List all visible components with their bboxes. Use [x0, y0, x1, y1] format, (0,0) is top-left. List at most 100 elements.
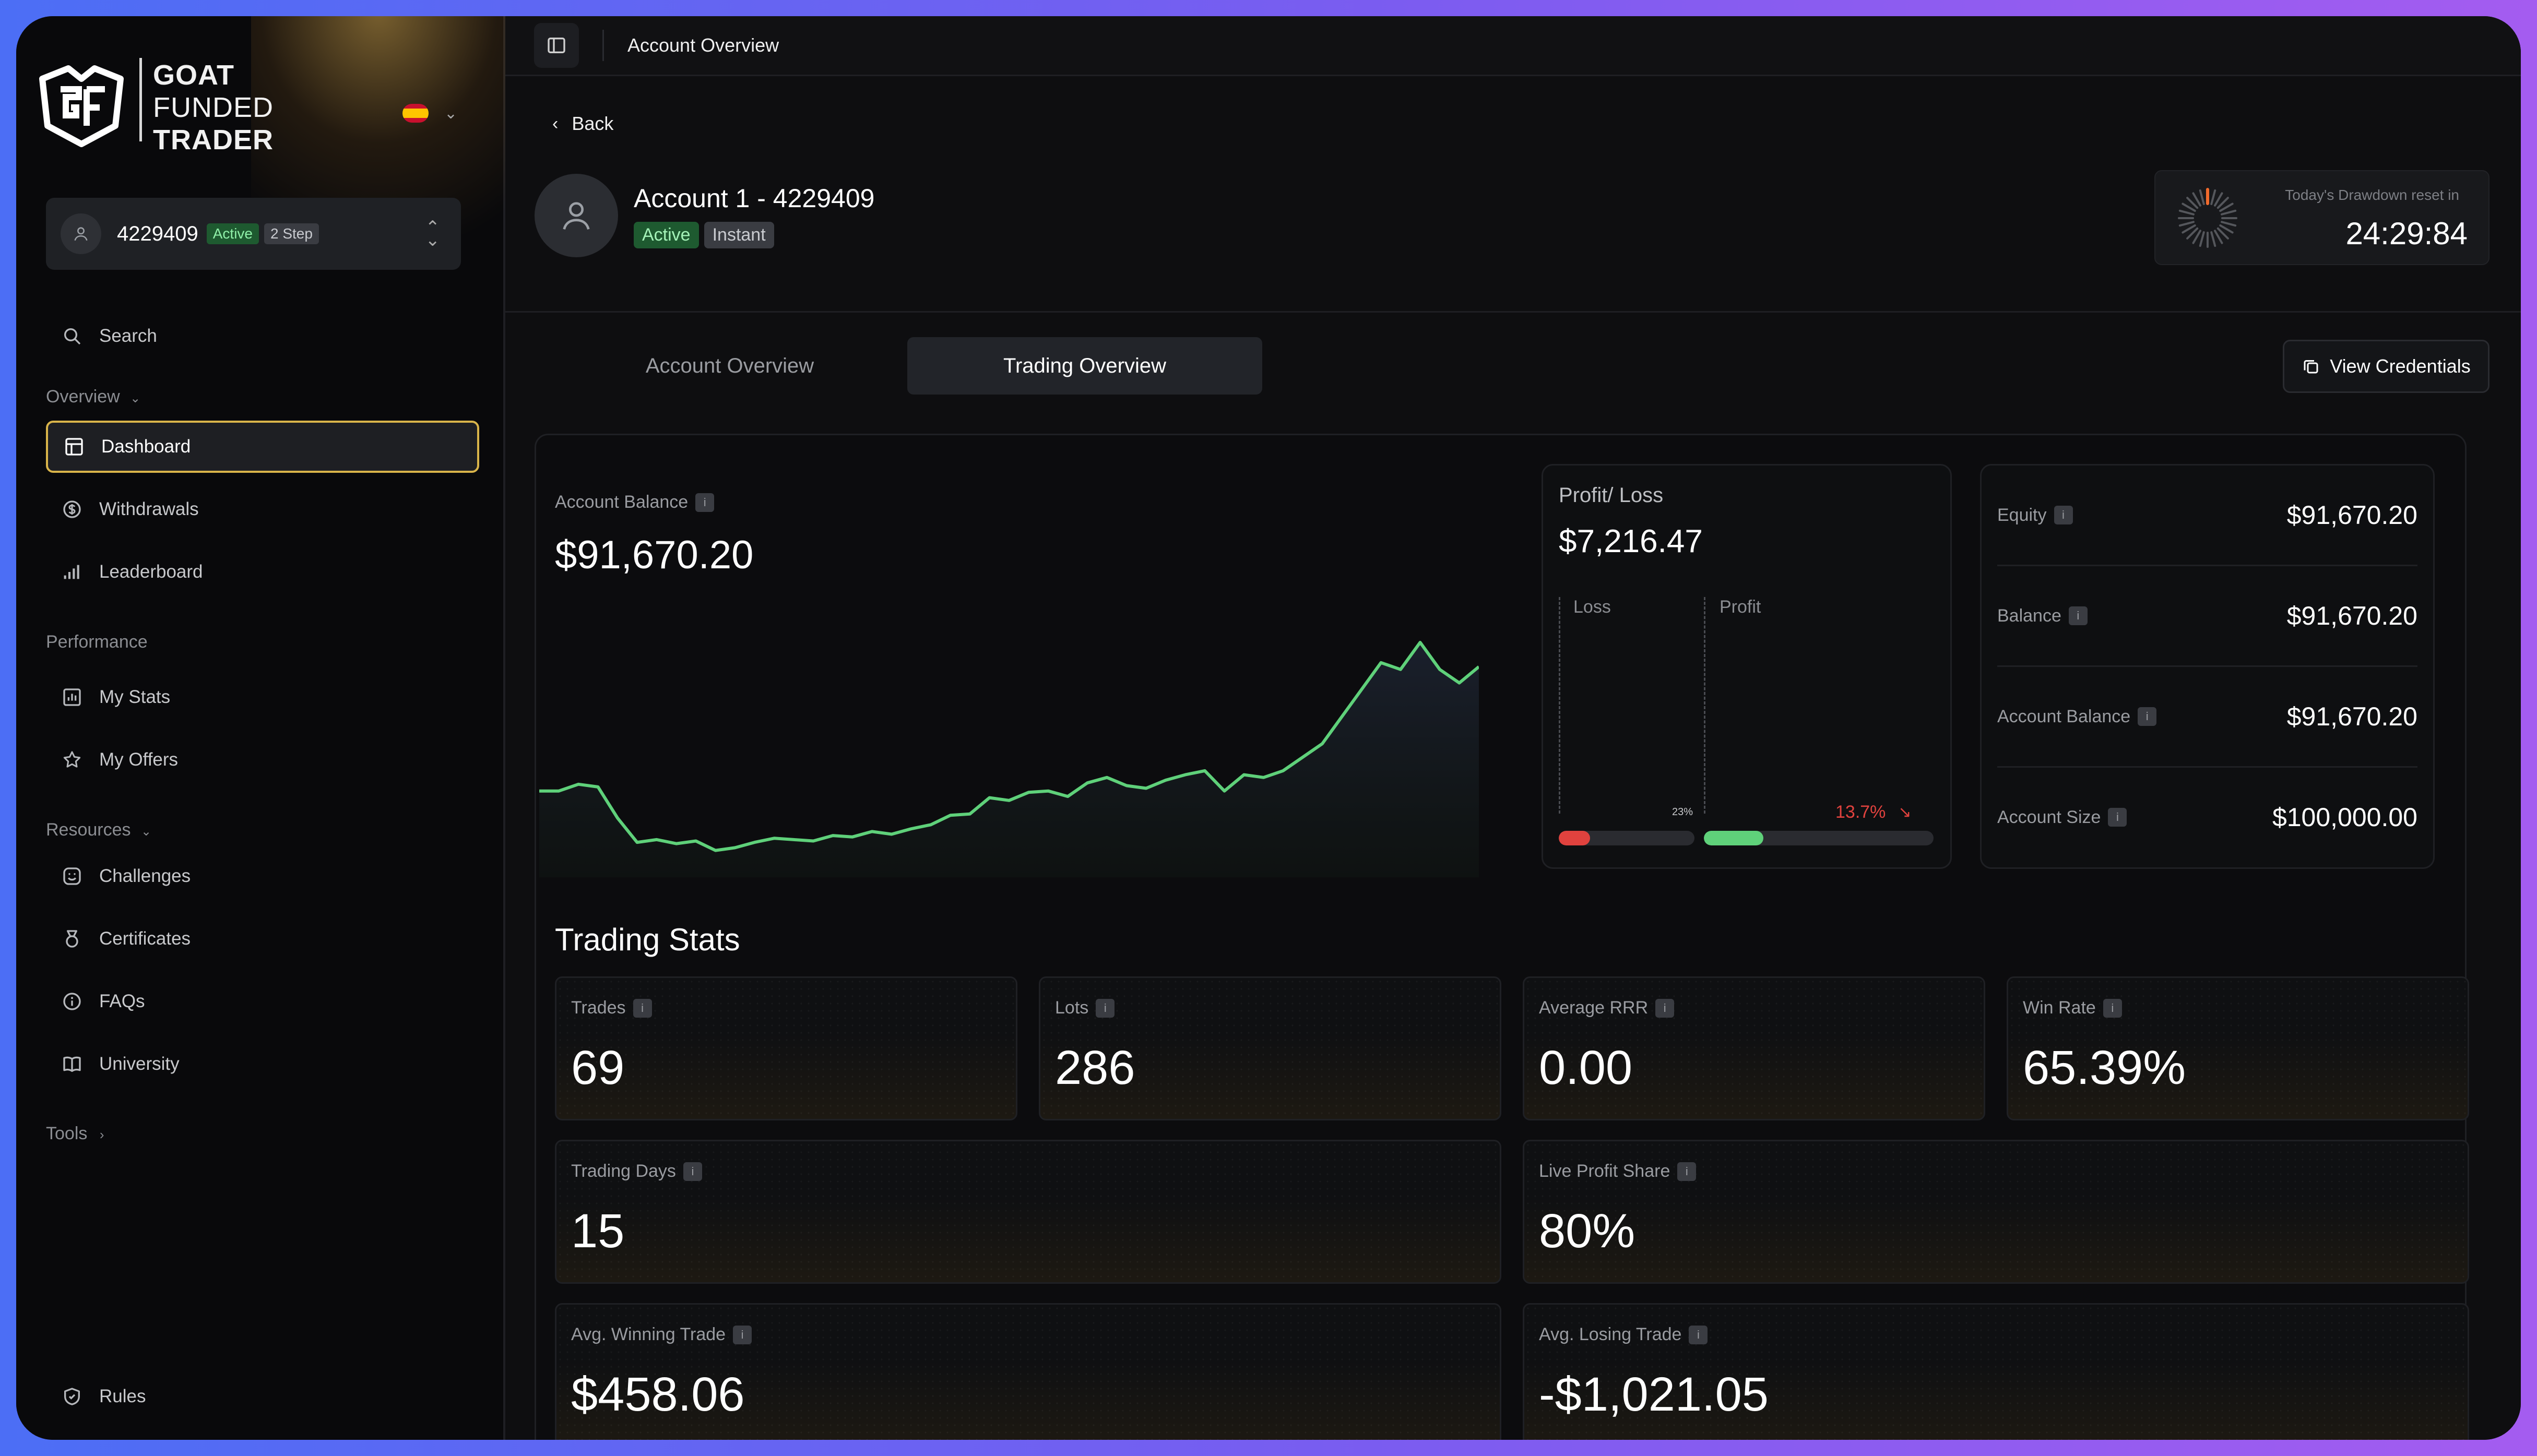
spinner-tick: [2214, 230, 2223, 244]
stat-label-row: Win Rate i: [2023, 998, 2122, 1018]
tab-account-overview[interactable]: Account Overview: [645, 354, 814, 377]
loss-bar-fill: [1559, 831, 1590, 845]
arrow-down-right-icon: ↘: [1898, 804, 1912, 821]
view-credentials-button[interactable]: View Credentials: [2283, 340, 2489, 393]
logo-line1: GOAT: [153, 59, 234, 91]
performance-section-label: Performance: [46, 632, 148, 652]
sidebar-item-label: University: [99, 1054, 180, 1074]
account-number: 4229409: [117, 222, 198, 245]
stat-label: Trades: [571, 998, 626, 1018]
sidebar-item-withdrawals[interactable]: Withdrawals: [46, 484, 479, 534]
avatar: [535, 174, 618, 257]
search-label: Search: [99, 326, 157, 346]
drawdown-timer: 24:29:84: [2345, 216, 2468, 251]
chevron-down-icon: ⌄: [444, 104, 458, 122]
loss-axis-line: [1559, 597, 1560, 814]
drawdown-label: Today's Drawdown reset in: [2285, 187, 2459, 203]
profit-label: Profit: [1720, 597, 1761, 617]
logo-divider: [139, 58, 142, 141]
stat-label-row: Lots i: [1055, 998, 1115, 1018]
account-balance-label-row: Account Balance i: [555, 492, 1495, 512]
account-selector[interactable]: 4229409 Active 2 Step ⌃ ⌄: [46, 198, 461, 270]
sidebar-item-label: FAQs: [99, 991, 145, 1011]
info-icon[interactable]: i: [733, 1325, 752, 1344]
stat-label: Avg. Winning Trade: [571, 1324, 726, 1344]
tools-section-toggle[interactable]: Tools ›: [46, 1124, 104, 1144]
spinner-tick: [2182, 224, 2196, 234]
list-item: Account Size i $100,000.00: [1997, 768, 2417, 867]
stat-label-row: Avg. Winning Trade i: [571, 1324, 752, 1345]
info-icon[interactable]: i: [2054, 506, 2073, 524]
app-window: GOAT FUNDED TRADER ⌄ 4229409 Active 2 St…: [16, 16, 2521, 1440]
balance-label-row: Balance i: [1997, 606, 2088, 626]
info-icon[interactable]: i: [2108, 808, 2127, 827]
info-icon[interactable]: i: [683, 1162, 702, 1181]
search-button[interactable]: Search: [46, 311, 479, 361]
type-badge: Instant: [704, 221, 774, 248]
dashboard-icon: [63, 435, 86, 458]
account-badges: Active Instant: [634, 221, 874, 248]
sidebar-item-leaderboard[interactable]: Leaderboard: [46, 547, 479, 597]
main-content: Account Overview ‹ Back Account 1 - 4229…: [505, 16, 2521, 1440]
info-icon[interactable]: i: [633, 998, 652, 1018]
sidebar-item-certificates[interactable]: Certificates: [46, 914, 479, 964]
stat-label-row: Average RRR i: [1539, 998, 1675, 1018]
info-icon[interactable]: i: [1655, 998, 1675, 1018]
sidebar-item-faqs[interactable]: FAQs: [46, 976, 479, 1027]
stat-card-live-profit-share: Live Profit Share i 80%: [1523, 1140, 2469, 1284]
medal-icon: [61, 927, 84, 950]
tab-bar: Account Overview Trading Overview: [552, 337, 1262, 395]
sidebar-item-rules[interactable]: Rules: [46, 1371, 479, 1422]
sidebar-item-university[interactable]: University: [46, 1039, 479, 1089]
sidebar-toggle-button[interactable]: [534, 23, 579, 68]
info-icon[interactable]: i: [1689, 1325, 1708, 1344]
chevron-left-icon: ‹: [552, 113, 559, 134]
tab-trading-overview[interactable]: Trading Overview: [907, 337, 1262, 395]
breadcrumb: Account Overview: [627, 34, 779, 56]
language-selector[interactable]: ⌄: [402, 104, 457, 123]
info-icon[interactable]: i: [1096, 998, 1115, 1018]
overview-section-toggle[interactable]: Overview ⌄: [46, 387, 140, 407]
account-size-label-row: Account Size i: [1997, 807, 2127, 828]
spinner-tick: [2182, 202, 2196, 212]
stat-value: 286: [1055, 1041, 1135, 1094]
sidebar-item-my-offers[interactable]: My Offers: [46, 735, 479, 785]
sidebar-item-dashboard[interactable]: Dashboard: [46, 421, 479, 473]
stat-card-win-rate: Win Rate i 65.39%: [2007, 976, 2469, 1120]
info-icon[interactable]: i: [2138, 707, 2157, 726]
profit-percent-row: 13.7% ↘: [1835, 802, 1912, 822]
account-balance-value: $91,670.20: [555, 533, 754, 577]
spinner-tick: [2192, 230, 2201, 244]
stat-card-avg-winning-trade: Avg. Winning Trade i $458.06: [555, 1303, 1501, 1440]
smiley-icon: [61, 865, 84, 888]
spinner-tick: [2186, 197, 2199, 209]
sidebar-toggle-icon: [548, 38, 565, 53]
star-icon: [61, 748, 84, 771]
sidebar-item-my-stats[interactable]: My Stats: [46, 672, 479, 722]
logo-line3: TRADER: [153, 124, 274, 156]
info-icon[interactable]: i: [2103, 998, 2122, 1018]
stat-card-trades: Trades i 69: [555, 976, 1017, 1120]
back-button[interactable]: ‹ Back: [552, 113, 613, 135]
resources-label: Resources: [46, 820, 131, 840]
spinner-tick: [2199, 231, 2205, 247]
sidebar-item-challenges[interactable]: Challenges: [46, 851, 479, 901]
info-icon[interactable]: i: [1677, 1162, 1697, 1181]
search-icon: [61, 325, 84, 348]
spinner-tick: [2192, 192, 2201, 207]
stat-label-row: Live Profit Share i: [1539, 1161, 1697, 1181]
spinner-tick: [2186, 227, 2199, 240]
info-icon[interactable]: i: [2068, 606, 2088, 625]
account-size-value: $100,000.00: [2272, 803, 2417, 832]
stat-label: Average RRR: [1539, 998, 1649, 1018]
resources-section-toggle[interactable]: Resources ⌄: [46, 820, 151, 840]
stat-value: 65.39%: [2023, 1041, 2186, 1094]
sidebar: GOAT FUNDED TRADER ⌄ 4229409 Active 2 St…: [16, 16, 617, 1440]
stat-label: Live Profit Share: [1539, 1161, 1670, 1181]
info-icon[interactable]: i: [695, 493, 715, 512]
profit-axis-line: [1704, 597, 1705, 814]
sidebar-item-label: Dashboard: [101, 436, 191, 457]
spinner-tick: [2216, 197, 2229, 209]
spinner-tick: [2199, 189, 2205, 205]
stat-card-lots: Lots i 286: [1039, 976, 1501, 1120]
